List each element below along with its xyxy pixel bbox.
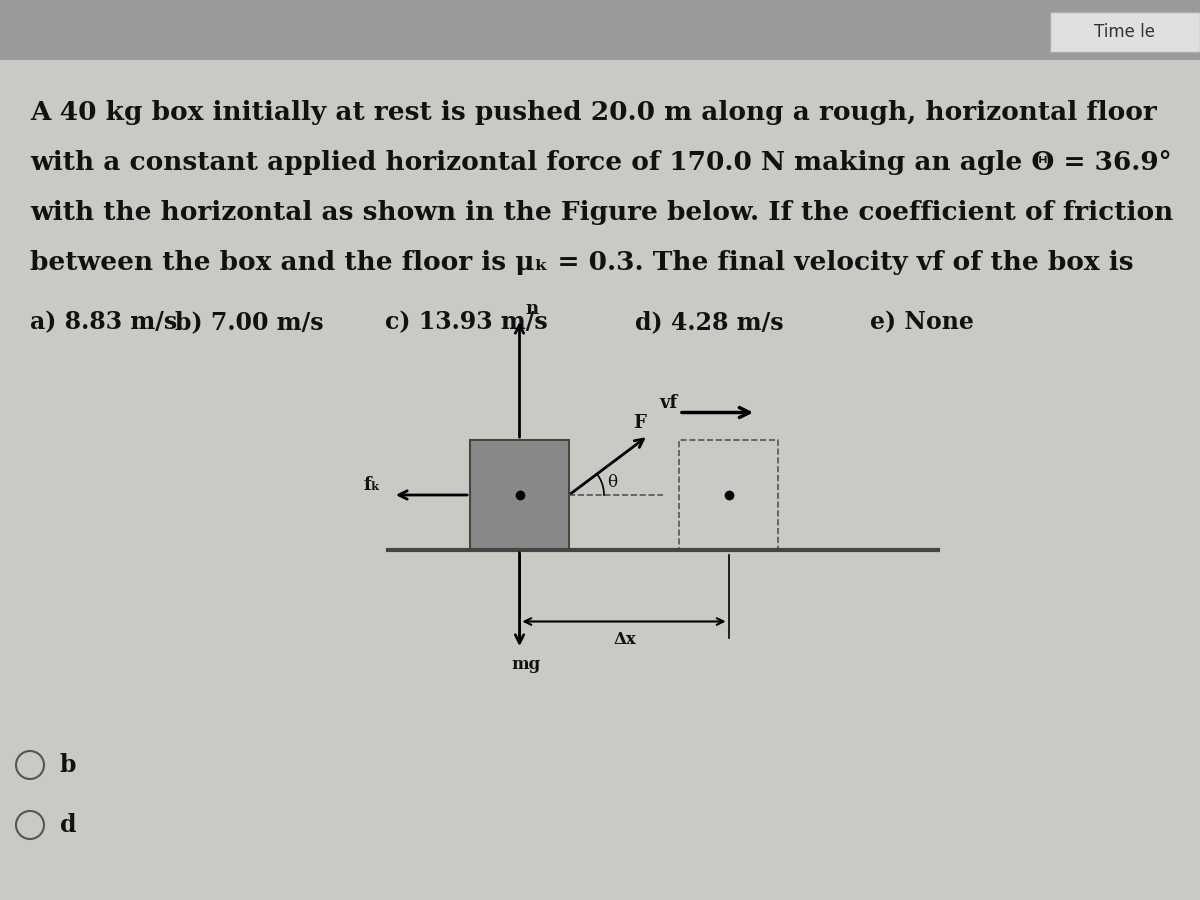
- Text: e) None: e) None: [870, 310, 974, 334]
- Text: Δx: Δx: [614, 631, 637, 647]
- Bar: [0, 0, 1200, 60]
- Text: n: n: [526, 300, 539, 318]
- Text: with a constant applied horizontal force of 170.0 N making an agle Θ = 36.9°: with a constant applied horizontal force…: [30, 150, 1171, 175]
- Text: A 40 kg box initially at rest is pushed 20.0 m along a rough, horizontal floor: A 40 kg box initially at rest is pushed …: [30, 100, 1157, 125]
- Text: d: d: [60, 813, 77, 837]
- Text: fₖ: fₖ: [364, 476, 380, 494]
- Text: mg: mg: [511, 656, 541, 673]
- Text: d) 4.28 m/s: d) 4.28 m/s: [635, 310, 784, 334]
- Bar: [1050, 12, 1200, 52]
- Text: a) 8.83 m/s: a) 8.83 m/s: [30, 310, 178, 334]
- Text: vf: vf: [659, 393, 677, 411]
- Bar: [470, 440, 569, 550]
- Text: F: F: [634, 414, 646, 432]
- Text: between the box and the floor is μₖ = 0.3. The final velocity vf of the box is: between the box and the floor is μₖ = 0.…: [30, 250, 1134, 275]
- Text: b) 7.00 m/s: b) 7.00 m/s: [175, 310, 324, 334]
- Bar: [679, 440, 778, 550]
- Text: Time le: Time le: [1094, 23, 1156, 41]
- Text: with the horizontal as shown in the Figure below. If the coefficient of friction: with the horizontal as shown in the Figu…: [30, 200, 1174, 225]
- Text: b: b: [60, 753, 77, 777]
- Text: θ: θ: [607, 474, 617, 491]
- Text: c) 13.93 m/s: c) 13.93 m/s: [385, 310, 547, 334]
